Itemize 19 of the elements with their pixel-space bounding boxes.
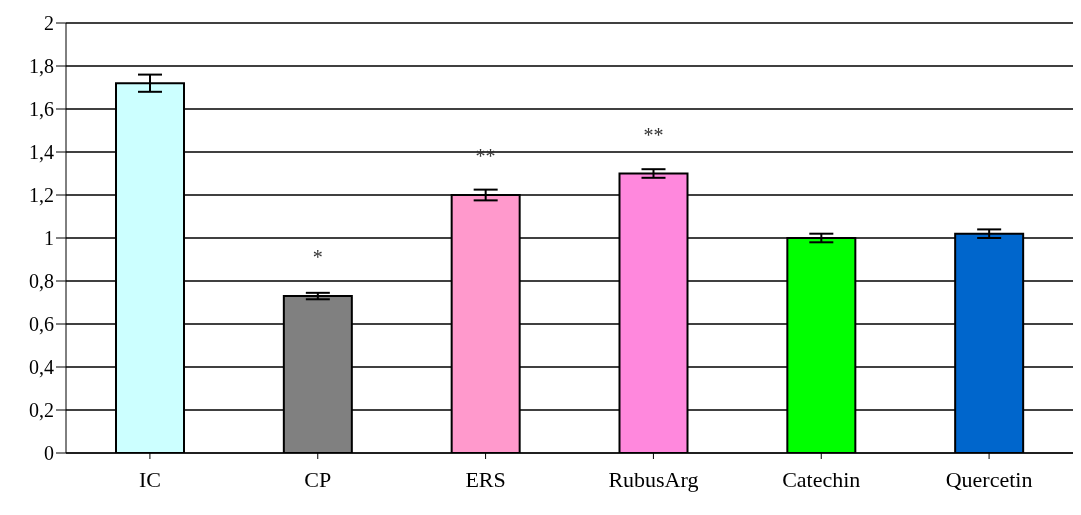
x-tick-label: CP — [304, 466, 332, 492]
y-tick-label: 2 — [44, 12, 54, 35]
y-tick-label: 0,2 — [29, 399, 54, 422]
x-tick-label: Catechin — [782, 466, 861, 492]
y-tick-label: 1,4 — [29, 141, 54, 164]
y-tick-label: 0,4 — [29, 356, 54, 379]
annotation: ** — [643, 123, 664, 146]
x-tick-label: RubusArg — [608, 466, 699, 492]
x-tick-label: ERS — [465, 466, 506, 492]
y-tick-label: 1,2 — [29, 184, 54, 207]
y-tick-label: 1,8 — [29, 55, 54, 78]
y-tick-label: 0 — [44, 442, 54, 465]
y-tick-label: 1,6 — [29, 98, 54, 121]
y-tick-label: 1 — [44, 227, 54, 250]
x-tick-label: Quercetin — [945, 466, 1033, 492]
y-tick-label: 0,8 — [29, 270, 54, 293]
x-tick-label: IC — [138, 466, 161, 492]
y-tick-label: 0,6 — [29, 313, 54, 336]
annotation: * — [312, 246, 323, 269]
